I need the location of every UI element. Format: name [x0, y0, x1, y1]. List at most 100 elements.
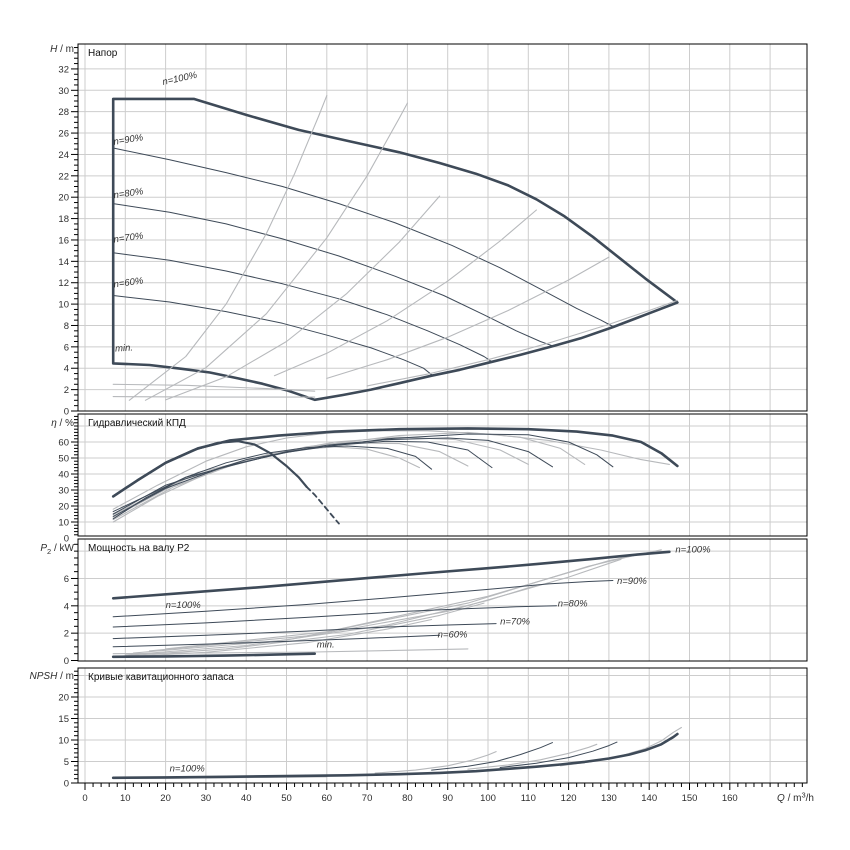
- npsh-n100: [111, 732, 679, 780]
- y-tick-label: 20: [58, 502, 69, 513]
- y-axis-ticks: 0 10 20 30 40 50 60: [58, 415, 78, 545]
- panel-title-head: Напор: [88, 48, 118, 59]
- y-tick-label: 8: [64, 321, 69, 332]
- y-axis-label-head: H / m: [50, 44, 74, 55]
- y-tick-label: 30: [58, 86, 69, 97]
- eff-n60: [112, 445, 433, 520]
- y-tick-label: 2: [64, 629, 69, 640]
- y-tick-label: 6: [64, 342, 69, 353]
- y-tick-label: 22: [58, 171, 69, 182]
- gridlines: [78, 668, 807, 783]
- x-tick-label: 120: [561, 793, 577, 804]
- x-axis-label: Q / m3/h: [777, 791, 814, 805]
- curve-label: n=90%: [113, 132, 145, 148]
- curve-label: min.: [317, 640, 335, 651]
- curve-n60: [112, 295, 433, 376]
- y-axis-label-efficiency: η / %: [51, 418, 74, 429]
- npsh-gray-1: [374, 751, 497, 774]
- panel-efficiency-chart: 0 10 20 30 40 50 60 Гидравлический КПД η / %: [51, 413, 808, 545]
- panel-frame: [77, 667, 808, 784]
- gridlines: [78, 539, 807, 661]
- panel-frame: [77, 413, 808, 537]
- y-tick-label: 10: [58, 300, 69, 311]
- aux-flat-1: [112, 396, 316, 398]
- curve-label: n=90%: [617, 576, 647, 587]
- iso-parabola-6: [366, 299, 678, 387]
- x-tick-label: 80: [402, 793, 413, 804]
- pwr-n70: [112, 623, 497, 640]
- curve-label: n=70%: [500, 617, 530, 628]
- aux-flat-2: [112, 383, 316, 392]
- pwr-n60: [112, 634, 441, 648]
- eff-n80: [112, 437, 553, 515]
- curves: [111, 95, 679, 402]
- panel-frame: [77, 43, 808, 412]
- y-axis-label-npsh: NPSH / m: [30, 671, 74, 682]
- y-tick-label: 2: [64, 385, 69, 396]
- pwr-gray-3: [165, 549, 662, 650]
- iso-parabola-1: [128, 95, 328, 401]
- y-tick-label: 28: [58, 107, 69, 118]
- y-tick-label: 60: [58, 438, 69, 449]
- y-tick-label: 4: [64, 364, 69, 375]
- y-tick-label: 12: [58, 278, 69, 289]
- panel-power-chart: 0 2 4 6 Мощность на валу P2 P2 / kW n=100% n=10…: [40, 538, 808, 667]
- panel-frame: [77, 538, 808, 662]
- curve-n70: [112, 252, 493, 363]
- y-tick-label: 6: [64, 574, 69, 585]
- x-tick-label: 70: [362, 793, 373, 804]
- pwr-n80: [112, 605, 557, 628]
- x-tick-label: 10: [120, 793, 131, 804]
- x-tick-label: 150: [682, 793, 698, 804]
- curves: [111, 549, 671, 659]
- curve-label: n=100%: [166, 600, 202, 611]
- eff-gray-90: [112, 431, 586, 516]
- x-tick-label: 60: [322, 793, 333, 804]
- y-tick-label: 30: [58, 486, 69, 497]
- x-tick-label: 30: [201, 793, 212, 804]
- pwr-min: [111, 652, 317, 659]
- iso-parabola-3: [165, 195, 441, 401]
- npsh-gray-2: [467, 743, 598, 770]
- curves: [111, 726, 682, 780]
- x-axis: 0 10 20 30 40 50 60 70 80 90 100 110 120 130 140 150 160…: [82, 783, 814, 804]
- y-tick-label: 14: [58, 257, 69, 268]
- curve-n90: [112, 147, 614, 327]
- curve-label: n=70%: [113, 230, 145, 245]
- x-tick-label: 40: [241, 793, 252, 804]
- curves: [111, 427, 679, 525]
- y-tick-label: 10: [58, 518, 69, 529]
- y-tick-label: 50: [58, 454, 69, 465]
- y-tick-label: 20: [58, 693, 69, 704]
- npsh-branch-2: [499, 741, 618, 768]
- iso-parabola-4: [273, 209, 537, 377]
- x-tick-label: 130: [601, 793, 617, 804]
- y-tick-label: 20: [58, 193, 69, 204]
- curve-label: n=60%: [113, 275, 145, 290]
- pwr-gray-4: [124, 584, 537, 656]
- y-tick-label: 0: [64, 656, 69, 667]
- x-tick-label: 90: [442, 793, 453, 804]
- pwr-gray-5: [116, 602, 485, 657]
- y-tick-label: 40: [58, 470, 69, 481]
- pwr-n90: [112, 580, 614, 618]
- y-tick-label: 24: [58, 150, 69, 161]
- y-tick-label: 4: [64, 601, 69, 612]
- npsh-branch-1: [431, 742, 553, 771]
- panel-title-efficiency: Гидравлический КПД: [88, 418, 186, 429]
- curve-label: n=60%: [438, 630, 468, 641]
- x-tick-label: 160: [722, 793, 738, 804]
- y-tick-label: 0: [64, 407, 69, 418]
- eff-duty-tail: [305, 485, 340, 525]
- y-tick-label: 10: [58, 736, 69, 747]
- curve-label: min.: [115, 342, 134, 354]
- x-tick-label: 100: [480, 793, 496, 804]
- y-tick-label: 0: [64, 534, 69, 545]
- eff-n90: [112, 433, 614, 513]
- y-tick-label: 26: [58, 129, 69, 140]
